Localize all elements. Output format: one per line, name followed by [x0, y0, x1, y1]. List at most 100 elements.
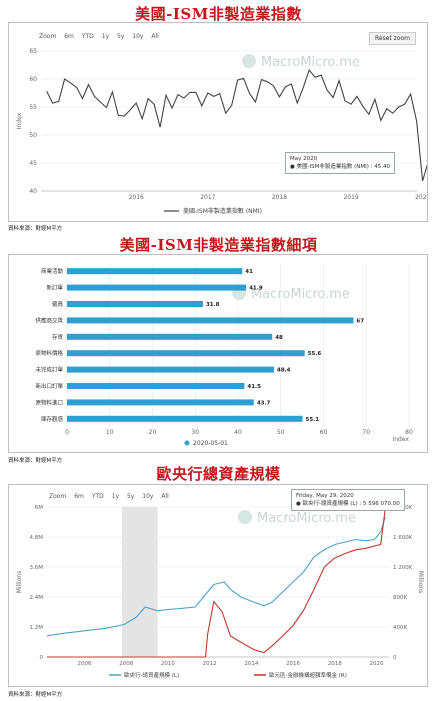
chart3-series-reserves-line: [47, 509, 386, 658]
chart3-ytick-right-label: 1 600K: [393, 535, 413, 541]
chart2-bar: [67, 415, 303, 422]
chart3-ylabel-left: Millions: [16, 571, 23, 593]
chart2-xtick-label: 40: [234, 429, 242, 436]
chart1-xtick-label: 2018: [272, 194, 287, 201]
chart1-zoom-1y[interactable]: 1y: [101, 33, 110, 40]
chart1-xtick-label: 2020: [415, 194, 427, 201]
chart2-xtick-label: 50: [277, 429, 285, 436]
chart1-zoom-ytd[interactable]: YTD: [81, 33, 94, 40]
watermark-text: MacroMicro.me: [251, 287, 350, 302]
chart2-xtick-label: 0: [65, 429, 69, 436]
chart3-series-assets-line: [46, 516, 386, 637]
chart2-bar: [67, 399, 254, 406]
chart3-zoom-6m[interactable]: 6m: [74, 493, 84, 500]
chart2-category-label: 原物料價格: [35, 349, 63, 357]
chart2-xtick-label: 70: [362, 429, 370, 436]
chart3-legend-label-assets: 歐央行-總資產規模 (L): [124, 671, 179, 679]
chart3-xtick-label: 2014: [244, 661, 258, 667]
chart2-category-label: 原物料進口: [35, 398, 63, 406]
chart1-ytick-label: 60: [29, 76, 37, 83]
chart2-value-label: 55.1: [306, 417, 320, 423]
chart3-legend-label-reserves: 歐元區-金融機構超額準備金 (R): [269, 671, 347, 679]
chart2-xtick-label: 30: [191, 429, 199, 436]
chart2-category-label: 庫存觀感: [41, 415, 64, 423]
chart3-zoom-1y[interactable]: 1y: [111, 493, 120, 500]
chart3-zoom-5y[interactable]: 5y: [126, 493, 135, 500]
chart3-title: 歐央行總資產規模: [156, 465, 281, 483]
chart1-xtick-label: 2019: [343, 194, 358, 201]
chart2-value-label: 67: [356, 318, 364, 324]
watermark-logo-icon: [242, 54, 256, 68]
chart1-legend-label: 美國-ISM非製造業指數 (NMI): [183, 207, 262, 215]
chart1-zoom-6m[interactable]: 6m: [64, 33, 74, 40]
chart1-ytick-label: 40: [29, 188, 37, 195]
chart1-zoom-10y[interactable]: 10y: [132, 33, 144, 40]
chart3-zoom-ytd[interactable]: YTD: [91, 493, 104, 500]
chart2-category-label: 商業活動: [41, 267, 64, 275]
chart2-legend-swatch: [184, 440, 190, 446]
chart3-panel: Zoom 6m YTD 1y 5y 10y All MacroMicro.me 0…: [8, 484, 428, 687]
chart2-value-label: 43.7: [257, 400, 271, 406]
chart2-xtick-label: 80: [405, 429, 413, 436]
chart3-tooltip: Friday, May 29, 2020 ● 歐央行-總資產規模 (L) : 5…: [291, 489, 405, 511]
chart2-category-label: 未完成訂單: [35, 366, 63, 374]
chart3-xtick-label: 2012: [203, 661, 217, 667]
chart1-ytick-label: 65: [29, 48, 37, 55]
chart1-panel: Zoom 6m YTD 1y 5y 10y All Reset zoom Mac…: [8, 22, 428, 222]
chart3-ytick-right-label: 800K: [393, 595, 407, 601]
chart2-bar: [67, 383, 245, 389]
chart2-value-label: 55.6: [308, 351, 322, 357]
chart2-bar: [67, 366, 274, 373]
watermark-text: MacroMicro.me: [257, 511, 356, 526]
chart1-zoom-all[interactable]: All: [151, 33, 159, 40]
chart1-source: 資料來源：財經M平方: [8, 226, 63, 232]
chart1-xtick-label: 2017: [200, 194, 215, 201]
chart2-value-label: 41.5: [247, 384, 261, 390]
chart3-ylabel-right: Millions: [417, 571, 424, 593]
watermark-text: MacroMicro.me: [261, 55, 360, 70]
chart3-ytick-right-label: 400K: [393, 625, 407, 631]
chart2-xtick-label: 20: [149, 429, 157, 436]
chart1-tooltip: May 2020 ● 美國-ISM非製造業指數 (NMI) : 45.40: [285, 152, 396, 174]
chart2-xlabel: Index: [392, 436, 409, 443]
chart1-tooltip-text: ● 美國-ISM非製造業指數 (NMI) : 45.40: [290, 164, 391, 170]
watermark-logo-icon: [238, 510, 252, 524]
chart3-zoom-row: Zoom 6m YTD 1y 5y 10y All: [49, 493, 175, 500]
chart2-panel: MacroMicro.me 0 10 20 30 40 50 60 70 80 Index 商業活動 4…: [8, 254, 428, 453]
chart1-zoom-5y[interactable]: 5y: [116, 33, 125, 40]
chart2-title: 美國-ISM非製造業指數細項: [119, 236, 318, 254]
chart3-ytick-left-label: 0: [40, 655, 44, 661]
chart3-xtick-label: 2006: [78, 661, 92, 667]
chart1-zoom-row: Zoom 6m YTD 1y 5y 10y All: [39, 33, 165, 40]
chart3-ytick-left-label: 4.8M: [30, 535, 44, 541]
chart1-xtick-label: 2016: [129, 194, 144, 201]
chart2-value-label: 31.8: [206, 302, 220, 308]
chart3-xtick-label: 2018: [328, 661, 342, 667]
chart3-zoom-all[interactable]: All: [161, 493, 169, 500]
chart2-category-label: 供應商交貨: [35, 316, 63, 324]
chart2-bar: [67, 268, 243, 275]
chart1-ylabel: Index: [16, 112, 23, 129]
chart3-shaded-band: [122, 507, 158, 657]
chart2-bar: [67, 301, 203, 307]
reset-zoom-button[interactable]: Reset zoom: [369, 32, 417, 45]
chart2-value-label: 41.9: [249, 286, 263, 292]
chart1-ytick-label: 55: [29, 104, 37, 111]
chart2-legend-label: 2020-05-01: [193, 440, 228, 447]
chart3-tooltip-date: Friday, May 29, 2020: [296, 493, 354, 499]
chart2-source: 資料來源：財經M平方: [8, 458, 63, 464]
chart2-category-label: 新出口訂單: [35, 382, 63, 390]
chart3-xtick-label: 2020: [369, 661, 383, 667]
chart3-ytick-left-label: 2.4M: [30, 595, 44, 601]
chart3-xtick-label: 2008: [119, 661, 133, 667]
chart3-zoom-10y[interactable]: 10y: [142, 493, 154, 500]
chart3-ytick-left-label: 1.2M: [30, 625, 44, 631]
chart1-title: 美國-ISM非製造業指數: [135, 5, 302, 23]
chart1-ytick-label: 50: [29, 132, 37, 139]
chart1-ytick-label: 45: [29, 160, 37, 167]
chart3-ytick-right-label: 1 200K: [393, 565, 413, 571]
chart3-xtick-label: 2010: [161, 661, 175, 667]
chart3-xtick-label: 2016: [286, 661, 300, 667]
chart2-xtick-label: 60: [320, 429, 328, 436]
